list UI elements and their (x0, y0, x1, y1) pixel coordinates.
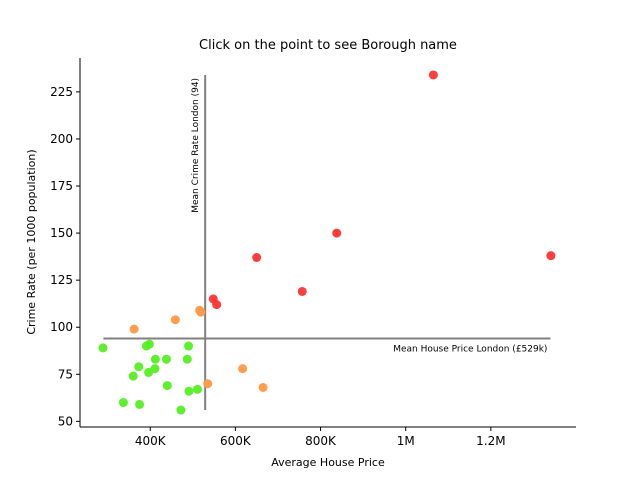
y-tick-label: 225 (50, 85, 73, 99)
data-point-low[interactable] (134, 362, 144, 372)
data-point-high[interactable] (332, 228, 342, 238)
data-point-low[interactable] (144, 367, 154, 377)
data-point-low[interactable] (193, 384, 203, 394)
y-tick-label: 100 (50, 320, 73, 334)
data-point-low[interactable] (182, 354, 192, 364)
chart-title: Click on the point to see Borough name (199, 38, 457, 53)
data-point-high[interactable] (546, 251, 556, 261)
data-point-high[interactable] (428, 70, 438, 80)
y-axis-label: Crime Rate (per 1000 population) (25, 149, 38, 334)
data-point-high[interactable] (252, 253, 262, 263)
y-tick-label: 150 (50, 226, 73, 240)
data-point-high[interactable] (212, 300, 222, 310)
x-axis-ticks: 400K 600K 800K 1M 1.2M (135, 427, 506, 448)
data-point-low[interactable] (144, 339, 154, 349)
data-point-high[interactable] (297, 286, 307, 296)
data-point-low[interactable] (176, 405, 186, 415)
y-tick-label: 125 (50, 273, 73, 287)
x-tick-label: 1M (397, 434, 415, 448)
data-point-low[interactable] (150, 354, 160, 364)
data-point-low[interactable] (128, 371, 138, 381)
data-point-mid[interactable] (196, 307, 206, 317)
x-tick-label: 1.2M (476, 434, 505, 448)
data-point-low[interactable] (118, 398, 128, 408)
y-tick-label: 200 (50, 132, 73, 146)
data-point-low[interactable] (98, 343, 108, 353)
data-point-low[interactable] (161, 354, 171, 364)
y-axis-ticks: 50 75 100 125 150 175 200 225 (50, 85, 80, 428)
data-point-mid[interactable] (203, 379, 213, 389)
data-point-mid[interactable] (170, 315, 180, 325)
y-tick-label: 75 (58, 367, 73, 381)
data-point-low[interactable] (184, 386, 194, 396)
x-tick-label: 400K (135, 434, 167, 448)
data-points (98, 70, 556, 415)
y-tick-label: 175 (50, 179, 73, 193)
data-point-low[interactable] (135, 399, 145, 409)
data-point-mid[interactable] (129, 324, 139, 334)
x-tick-label: 800K (305, 434, 337, 448)
y-tick-label: 50 (58, 414, 73, 428)
data-point-low[interactable] (184, 341, 194, 351)
data-point-mid[interactable] (238, 364, 248, 374)
mean-crime-rate-label: Mean Crime Rate London (94) (191, 78, 201, 213)
data-point-mid[interactable] (258, 382, 268, 392)
reference-lines: Mean Crime Rate London (94) Mean House Pr… (103, 74, 551, 411)
x-tick-label: 600K (220, 434, 252, 448)
data-point-low[interactable] (162, 381, 172, 391)
x-axis-label: Average House Price (271, 456, 385, 469)
mean-house-price-label: Mean House Price London (£529k) (393, 345, 547, 355)
